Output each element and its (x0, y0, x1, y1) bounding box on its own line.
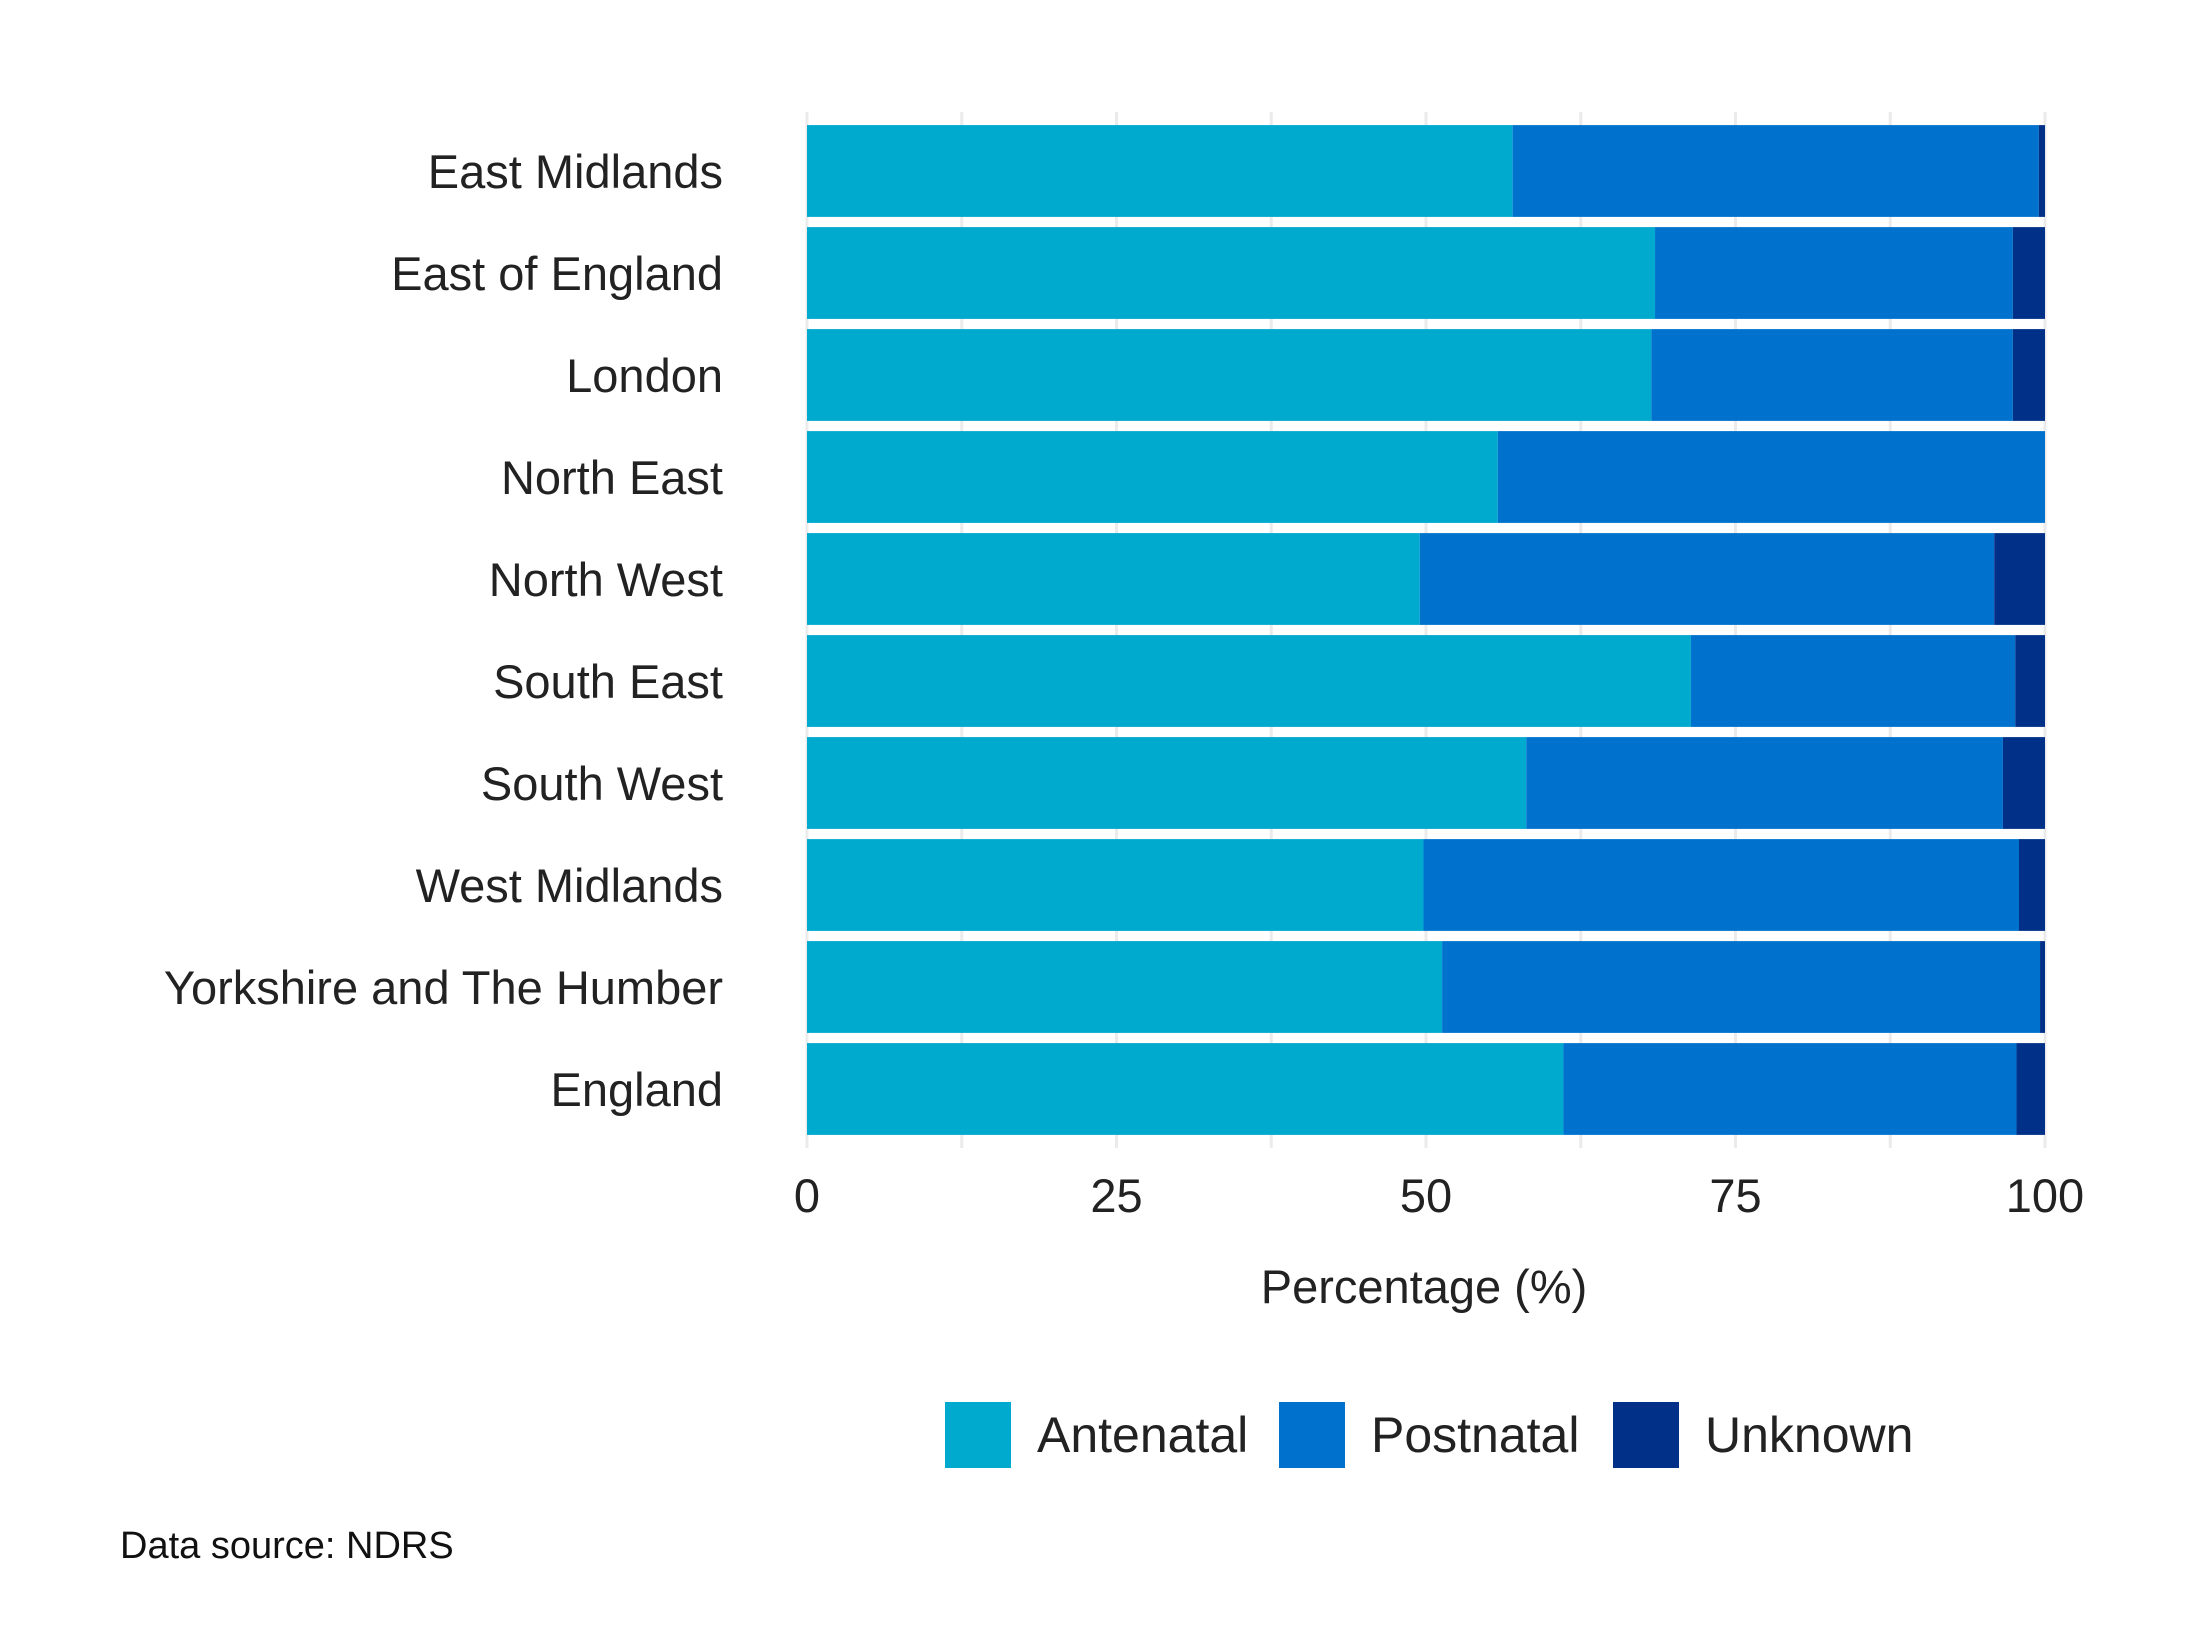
category-label: East Midlands (428, 145, 723, 198)
category-label: East of England (391, 247, 723, 300)
legend: Antenatal Postnatal Unknown (945, 1402, 1913, 1468)
bar-unknown (2040, 941, 2045, 1033)
bar-unknown (2002, 737, 2045, 829)
bar-antenatal (807, 431, 1498, 523)
bar-unknown (2012, 329, 2045, 421)
legend-label: Antenatal (1037, 1407, 1248, 1463)
bar-antenatal (807, 941, 1443, 1033)
bar-postnatal (1651, 329, 2013, 421)
bar-postnatal (1512, 125, 2039, 217)
category-labels: East Midlands East of England London North … (164, 145, 723, 1116)
category-label: London (566, 349, 723, 402)
bar-unknown (2016, 1043, 2045, 1135)
bar-antenatal (807, 329, 1652, 421)
x-tick-label: 100 (2006, 1169, 2084, 1222)
x-tick-label: 0 (794, 1169, 820, 1222)
bars (807, 125, 2045, 1135)
bar-postnatal (1526, 737, 2003, 829)
category-label: South West (481, 757, 723, 810)
category-label: England (551, 1063, 724, 1116)
category-label: West Midlands (416, 859, 723, 912)
data-source-caption: Data source: NDRS (120, 1525, 454, 1567)
bar-unknown (2038, 125, 2045, 217)
x-axis-title: Percentage (%) (1261, 1260, 1588, 1313)
bar-postnatal (1442, 941, 2041, 1033)
legend-key-postnatal (1279, 1402, 1345, 1468)
x-tick-label: 50 (1400, 1169, 1452, 1222)
category-label: Yorkshire and The Humber (164, 961, 723, 1014)
x-tick-label: 25 (1090, 1169, 1142, 1222)
bar-unknown (2015, 635, 2045, 727)
category-label: North West (489, 553, 723, 606)
legend-key-antenatal (945, 1402, 1011, 1468)
category-label: South East (493, 655, 723, 708)
bar-postnatal (1423, 839, 2020, 931)
x-axis-ticks: 0 25 50 75 100 (794, 1169, 2084, 1222)
bar-antenatal (807, 737, 1527, 829)
bar-unknown (2019, 839, 2045, 931)
bar-antenatal (807, 839, 1424, 931)
bar-unknown (1994, 533, 2045, 625)
x-tick-label: 75 (1709, 1169, 1761, 1222)
legend-key-unknown (1613, 1402, 1679, 1468)
bar-antenatal (807, 635, 1691, 727)
category-label: North East (501, 451, 723, 504)
bar-postnatal (1497, 431, 2045, 523)
bar-antenatal (807, 533, 1420, 625)
legend-label: Postnatal (1371, 1407, 1579, 1463)
bar-antenatal (807, 1043, 1564, 1135)
bar-postnatal (1419, 533, 1995, 625)
bar-antenatal (807, 125, 1513, 217)
bar-postnatal (1690, 635, 2016, 727)
bar-postnatal (1655, 227, 2013, 319)
bar-postnatal (1563, 1043, 2017, 1135)
legend-label: Unknown (1705, 1407, 1913, 1463)
bar-unknown (2012, 227, 2045, 319)
bar-antenatal (807, 227, 1656, 319)
